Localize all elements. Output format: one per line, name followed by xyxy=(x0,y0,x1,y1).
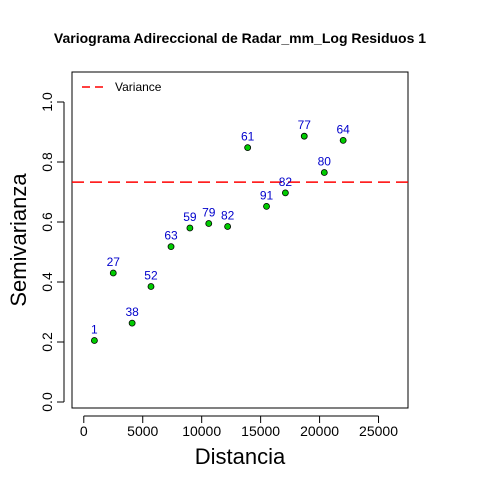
chart-title: Variograma Adireccional de Radar_mm_Log … xyxy=(54,30,426,46)
data-point xyxy=(205,220,213,227)
data-point xyxy=(320,169,328,176)
data-point xyxy=(300,132,308,140)
data-point xyxy=(147,283,155,290)
data-point xyxy=(167,243,175,251)
data-point xyxy=(224,223,232,230)
x-axis-title: Distancia xyxy=(195,444,286,469)
data-point-label: 64 xyxy=(336,122,350,136)
x-tick-label: 0 xyxy=(80,423,88,439)
data-point xyxy=(339,136,347,144)
data-point-label: 1 xyxy=(91,323,98,337)
data-point-label: 91 xyxy=(260,188,274,202)
y-tick-label: 0.4 xyxy=(39,272,55,292)
y-tick-label: 1.0 xyxy=(39,92,55,112)
data-point-label: 61 xyxy=(241,130,255,144)
data-point xyxy=(109,269,117,277)
y-axis: 0.0 0.2 0.4 0.6 0.8 1.0 xyxy=(39,92,65,412)
x-axis: 0 5000 10000 15000 20000 25000 xyxy=(80,415,398,439)
data-point-label: 38 xyxy=(125,305,139,319)
x-tick-label: 10000 xyxy=(182,423,221,439)
data-point-label: 52 xyxy=(144,269,158,283)
data-points: 1 27 38 52 63 59 79 82 61 91 82 77 80 64 xyxy=(91,118,350,344)
data-point xyxy=(263,202,270,210)
y-axis-title: Semivarianza xyxy=(6,173,31,307)
y-tick-label: 0.6 xyxy=(39,212,55,232)
data-point xyxy=(281,189,289,197)
legend: Variance xyxy=(82,80,162,94)
data-point-label: 27 xyxy=(107,255,121,269)
legend-label-variance: Variance xyxy=(115,80,162,94)
x-tick-label: 20000 xyxy=(300,423,339,439)
data-point-label: 63 xyxy=(164,229,178,243)
x-tick-label: 5000 xyxy=(127,423,158,439)
data-point-label: 77 xyxy=(298,118,312,132)
data-point xyxy=(91,337,98,344)
data-point-label: 82 xyxy=(221,209,235,223)
y-tick-label: 0.0 xyxy=(39,392,55,412)
x-tick-label: 15000 xyxy=(241,423,280,439)
data-point-label: 80 xyxy=(318,155,332,169)
data-point-label: 82 xyxy=(279,175,293,189)
data-point xyxy=(128,319,136,327)
plot-frame xyxy=(71,71,409,409)
y-tick-label: 0.8 xyxy=(39,152,55,172)
data-point-label: 79 xyxy=(202,206,216,220)
y-tick-label: 0.2 xyxy=(39,332,55,352)
data-point xyxy=(186,224,194,232)
data-point-label: 59 xyxy=(183,210,197,224)
data-point xyxy=(244,144,252,152)
x-tick-label: 25000 xyxy=(359,423,398,439)
